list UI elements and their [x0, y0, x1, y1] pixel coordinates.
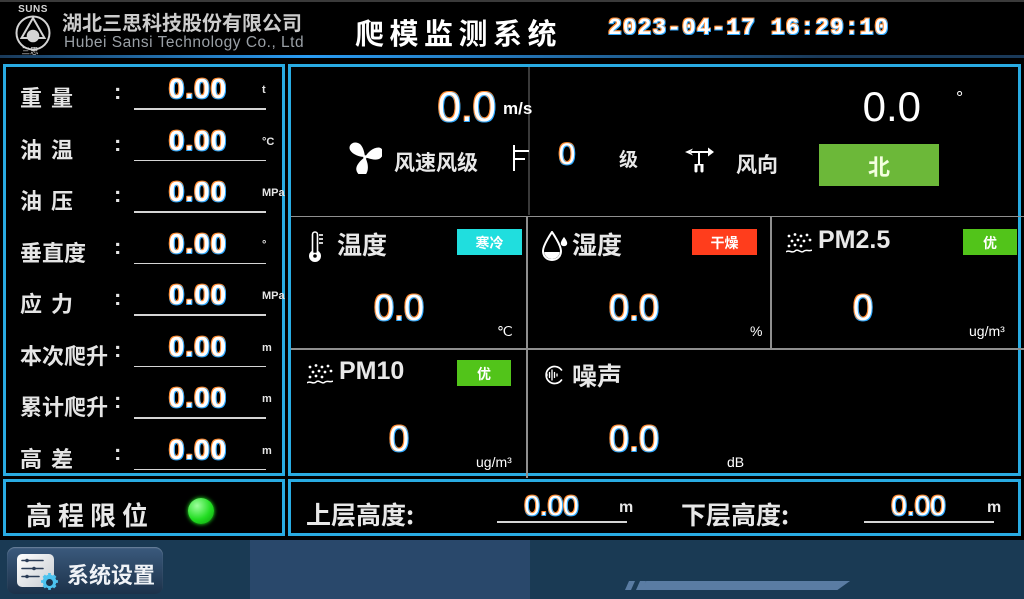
svg-text:SUNS: SUNS: [18, 4, 48, 15]
